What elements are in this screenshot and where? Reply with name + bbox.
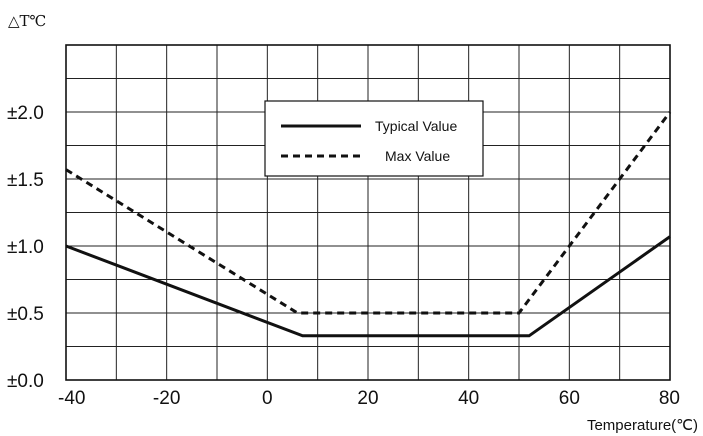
grid (65, 44, 671, 381)
y-axis-unit-label: △T℃ (8, 12, 46, 30)
y-tick-label: ±1.5 (7, 170, 44, 191)
legend-box (264, 100, 484, 177)
x-tick-label: 20 (357, 388, 378, 409)
x-tick-label: -40 (58, 388, 85, 409)
series-line-max-value (65, 111, 672, 315)
x-tick-label: 60 (559, 388, 580, 409)
y-tick-label: ±2.0 (7, 103, 44, 124)
x-tick-label: 80 (659, 388, 680, 409)
series-layer (65, 111, 672, 338)
y-tick-label: ±1.0 (7, 237, 44, 258)
x-tick-labels: -40 -20 0 20 40 60 80 (58, 388, 680, 409)
x-tick-label: -20 (153, 388, 180, 409)
x-tick-label: 0 (262, 388, 273, 409)
y-tick-label: ±0.0 (7, 371, 44, 392)
x-tick-label: 40 (458, 388, 479, 409)
series-line-typical-value (65, 235, 671, 338)
x-axis-label: Temperature(℃) (587, 417, 698, 434)
legend: Typical Value Max Value (264, 100, 484, 177)
plot-frame (65, 44, 671, 381)
legend-label: Typical Value (375, 118, 457, 134)
y-tick-label: ±0.5 (7, 304, 44, 325)
y-tick-labels: ±0.0 ±0.5 ±1.0 ±1.5 ±2.0 (7, 103, 44, 392)
plot-border (65, 44, 671, 381)
legend-label: Max Value (385, 148, 450, 164)
